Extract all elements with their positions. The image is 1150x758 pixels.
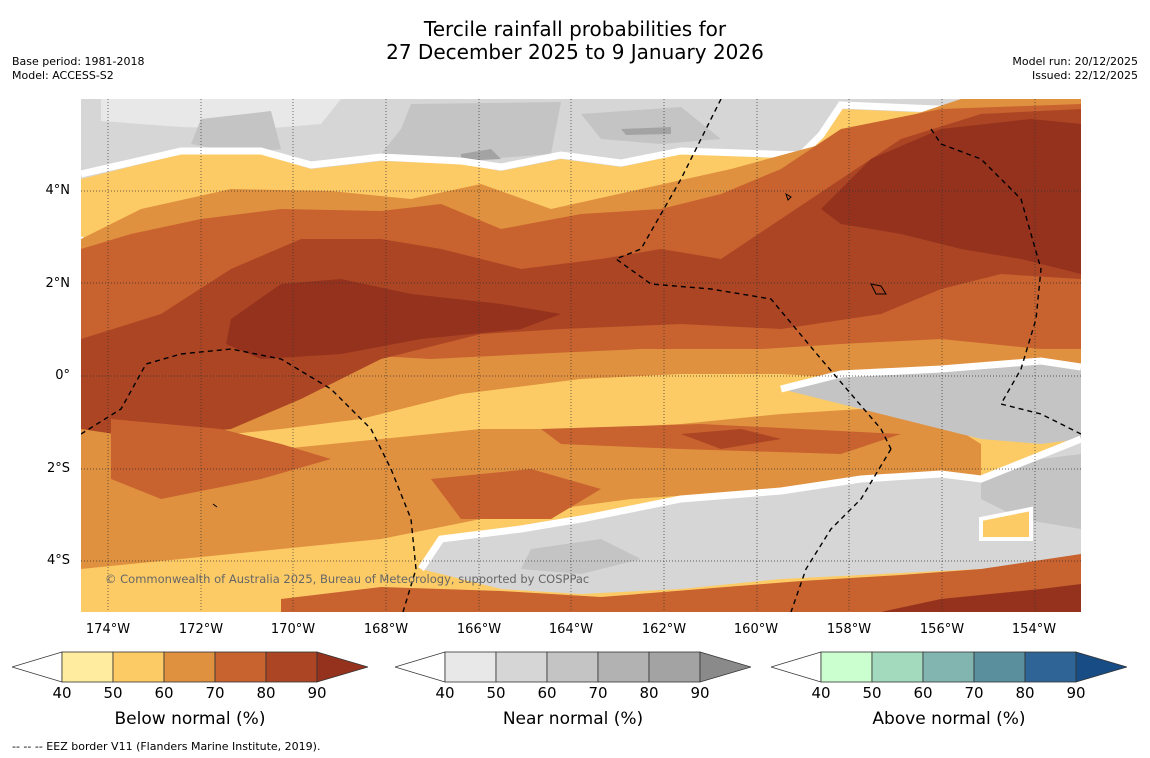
colorbar-low-end: [10, 651, 63, 683]
colorbar-high-end: [699, 651, 753, 683]
colorbar-low-end: [393, 651, 446, 683]
colorbar-swatch: [648, 651, 701, 683]
meta-left: Base period: 1981-2018 Model: ACCESS-S2: [12, 55, 144, 83]
colorbar-high-end: [316, 651, 370, 683]
model-name: Model: ACCESS-S2: [12, 69, 114, 82]
colorbar-tick: 70: [964, 684, 984, 702]
lon-label: 154°W: [1011, 622, 1057, 637]
model-run: Model run: 20/12/2025: [1012, 55, 1138, 68]
lat-label: 2°S: [46, 461, 70, 476]
near-normal-boundary-south: [418, 435, 1081, 571]
lon-label: 158°W: [826, 622, 872, 637]
lon-label: 174°W: [85, 622, 131, 637]
near-normal-mid-south: [521, 454, 1081, 574]
colorbar-tick: 50: [486, 684, 506, 702]
lon-label: 160°W: [733, 622, 779, 637]
lon-label: 168°W: [363, 622, 409, 637]
colorbar-swatch: [820, 651, 873, 683]
title-line-1: Tercile rainfall probabilities for: [423, 17, 727, 41]
colorbar-above-normal: 40 50 60 70 80 90 Above normal (%): [769, 651, 1129, 751]
colorbar-tick: 70: [205, 684, 225, 702]
islands: [212, 192, 887, 508]
colorbar-swatch: [214, 651, 267, 683]
eez-legend: -- -- -- EEZ border V11 (Flanders Marine…: [12, 740, 321, 753]
colorbar-low-end: [769, 651, 822, 683]
below-70-bottom: [281, 554, 1081, 612]
title-line-2: 27 December 2025 to 9 January 2026: [386, 40, 764, 64]
colorbar-tick: 50: [862, 684, 882, 702]
meta-right: Model run: 20/12/2025 Issued: 22/12/2025: [1012, 55, 1138, 83]
colorbar-label: Below normal (%): [114, 709, 266, 729]
colorbar-near-swatches: [393, 651, 753, 683]
colorbar-tick: 90: [690, 684, 710, 702]
colorbar-swatch: [112, 651, 165, 683]
colorbar-swatch: [871, 651, 924, 683]
probability-field: [81, 99, 1081, 612]
lon-label: 166°W: [456, 622, 502, 637]
colorbar-tick: 60: [154, 684, 174, 702]
eez-borders: [81, 99, 1081, 612]
issued-date: Issued: 22/12/2025: [1031, 69, 1138, 82]
below-70-south: [111, 419, 901, 519]
colorbar-tick: 50: [103, 684, 123, 702]
below-80-band: [81, 109, 1081, 439]
map-title: Tercile rainfall probabilities for 27 De…: [0, 18, 1150, 64]
below-50-south-east: [979, 506, 1033, 541]
lat-label: 0°: [55, 368, 70, 383]
lon-label: 164°W: [548, 622, 594, 637]
colorbar-tick: 80: [1015, 684, 1035, 702]
colorbar-below-normal: 40 50 60 70 80 90 Below normal (%): [10, 651, 370, 751]
below-80-south: [681, 429, 781, 449]
lon-label: 162°W: [641, 622, 687, 637]
near-normal-dark-north: [461, 127, 671, 161]
colorbar-above-swatches: [769, 651, 1129, 683]
base-period: Base period: 1981-2018: [12, 55, 145, 68]
colorbar-swatch: [495, 651, 548, 683]
below-90-core-west: [226, 279, 561, 359]
lat-label: 4°N: [45, 183, 71, 198]
colorbar-swatch: [922, 651, 975, 683]
colorbar-swatch: [61, 651, 114, 683]
near-normal-boundary-east: [780, 357, 1081, 393]
colorbar-tick: 80: [639, 684, 659, 702]
colorbar-high-end: [1075, 651, 1129, 683]
colorbar-swatch: [265, 651, 318, 683]
lat-label: 4°S: [46, 553, 70, 568]
colorbar-tick: 40: [435, 684, 455, 702]
near-normal-east: [781, 361, 1081, 444]
lon-label: 170°W: [270, 622, 316, 637]
colorbar-tick: 80: [256, 684, 276, 702]
colorbar-swatch: [1024, 651, 1077, 683]
colorbar-tick: 70: [588, 684, 608, 702]
lon-label: 172°W: [178, 622, 224, 637]
colorbar-label: Near normal (%): [502, 709, 644, 729]
colorbar-swatch: [444, 651, 497, 683]
below-90-bottom: [881, 584, 1081, 612]
colorbar-tick: 60: [537, 684, 557, 702]
colorbar-label: Above normal (%): [872, 709, 1026, 729]
colorbar-near-normal: 40 50 60 70 80 90 Near normal (%): [393, 651, 753, 751]
near-normal-light-north: [101, 99, 341, 129]
lat-label: 2°N: [45, 276, 71, 291]
copyright-notice: © Commonwealth of Australia 2025, Bureau…: [105, 572, 590, 586]
colorbar-tick: 40: [811, 684, 831, 702]
below-90-core-east: [821, 119, 1081, 274]
colorbar-below-swatches: [10, 651, 370, 683]
colorbar-tick: 60: [913, 684, 933, 702]
colorbar-swatch: [597, 651, 650, 683]
lon-label: 156°W: [919, 622, 965, 637]
colorbar-swatch: [546, 651, 599, 683]
colorbar-tick: 90: [1066, 684, 1086, 702]
near-normal-mid-north: [191, 102, 721, 161]
rainfall-probability-map: © Commonwealth of Australia 2025, Bureau…: [81, 99, 1081, 612]
near-normal-boundary-north: [81, 101, 1081, 178]
colorbar-tick: 40: [52, 684, 72, 702]
colorbar-swatch: [163, 651, 216, 683]
colorbar-tick: 90: [307, 684, 327, 702]
colorbar-swatch: [973, 651, 1026, 683]
